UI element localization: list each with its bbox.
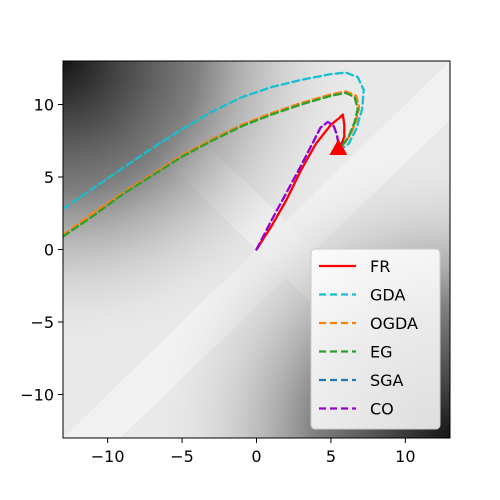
y-axis: −10 −5 0 5 10 xyxy=(20,96,63,405)
series-line-co xyxy=(255,120,340,251)
y-tick-label: 10 xyxy=(34,96,54,115)
series-layer xyxy=(63,71,365,251)
y-tick-label: −5 xyxy=(30,313,54,332)
y-tick-label: 5 xyxy=(44,168,54,187)
legend: FR GDA OGDA EG SGA CO xyxy=(310,248,441,430)
marker-layer xyxy=(329,139,348,155)
x-tick-label: 10 xyxy=(395,447,415,466)
x-tick-label: 0 xyxy=(251,447,261,466)
series-line-gda xyxy=(63,71,365,211)
x-tick-label: −5 xyxy=(170,447,194,466)
y-tick-label: 0 xyxy=(44,241,54,260)
legend-label-eg: EG xyxy=(370,343,393,362)
x-axis: −10 −5 0 5 10 xyxy=(91,438,416,466)
legend-label-sga: SGA xyxy=(370,371,404,390)
legend-entries: FR GDA OGDA EG SGA CO xyxy=(319,257,418,419)
x-tick-label: −10 xyxy=(91,447,125,466)
legend-label-fr: FR xyxy=(370,257,390,276)
series-line-fr xyxy=(255,113,346,251)
y-tick-label: −10 xyxy=(20,386,54,405)
legend-label-ogda: OGDA xyxy=(370,314,418,333)
legend-label-co: CO xyxy=(370,400,394,419)
legend-label-gda: GDA xyxy=(370,286,405,305)
triangle-marker xyxy=(329,139,348,155)
x-tick-label: 5 xyxy=(326,447,336,466)
